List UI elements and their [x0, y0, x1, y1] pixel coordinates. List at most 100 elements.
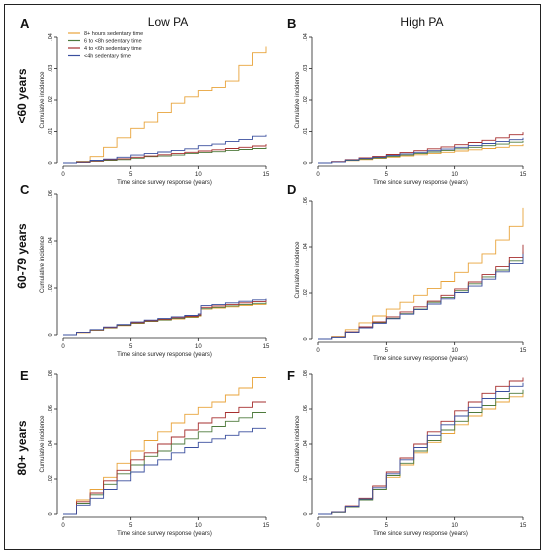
panel-f: F 0 .02 .04 .06 .08 0 5 10 15 Time since survey re… — [287, 368, 527, 537]
series-line-3 — [63, 144, 267, 164]
x-tick-label: 0 — [316, 523, 320, 529]
legend: 8+ hours sedentary time 6 to <8h sedentar… — [68, 31, 143, 60]
row-title-60-79: 60-79 years — [15, 223, 29, 289]
y-tick-label: 0 — [303, 512, 309, 515]
y-tick-label: .03 — [303, 65, 309, 73]
x-tick-label: 10 — [195, 523, 202, 529]
x-tick-label: 0 — [61, 344, 65, 350]
panel-e: E 0 .02 .04 .06 .08 0 5 10 15 Time since survey re… — [20, 368, 270, 537]
x-tick-label: 15 — [263, 172, 270, 178]
series-line-4 — [63, 298, 267, 336]
x-tick-label: 10 — [195, 344, 202, 350]
panel-b: B 0 .01 .02 .03 .04 0 5 10 15 Time since survey re… — [287, 16, 527, 186]
y-tick-label: .03 — [48, 65, 54, 73]
legend-label-2: 6 to <8h sedentary time — [84, 39, 142, 45]
x-tick-label: 0 — [316, 172, 320, 178]
y-tick-label: .02 — [48, 284, 54, 292]
panel-a: A 0 .01 .02 .03 .04 0 5 10 15 Time since survey re… — [20, 16, 270, 186]
x-axis-label: Time since survey response (years) — [117, 531, 212, 537]
y-tick-label: .01 — [48, 128, 54, 136]
panel-letter: C — [20, 182, 30, 197]
y-tick-label: .02 — [48, 96, 54, 104]
x-tick-label: 5 — [129, 344, 133, 350]
y-axis-label: Cumulative incidence — [40, 235, 46, 293]
panel-letter: E — [20, 368, 29, 383]
y-tick-label: .04 — [48, 237, 54, 245]
panels: A 0 .01 .02 .03 .04 0 5 10 15 Time since survey re… — [20, 16, 527, 537]
y-axis-label: Cumulative incidence — [295, 241, 301, 299]
y-axis-label: Cumulative incidence — [40, 415, 46, 473]
series-line-4 — [318, 382, 524, 515]
x-tick-label: 5 — [385, 523, 389, 529]
figure-frame — [4, 4, 541, 550]
column-title-low-pa: Low PA — [148, 15, 188, 29]
x-tick-label: 0 — [61, 523, 65, 529]
series-line-1 — [63, 377, 266, 515]
series-line-3 — [318, 132, 524, 164]
panel-d: D 0 .02 .04 .06 0 5 10 15 Time since survey respo… — [287, 182, 527, 362]
y-tick-label: .06 — [48, 190, 54, 198]
y-tick-label: .02 — [303, 289, 309, 297]
x-tick-label: 15 — [520, 172, 527, 178]
series-line-2 — [63, 412, 266, 515]
x-tick-label: 15 — [520, 523, 527, 529]
x-tick-label: 5 — [385, 348, 389, 354]
y-tick-label: 0 — [48, 512, 54, 515]
legend-label-1: 8+ hours sedentary time — [84, 31, 143, 37]
panel-letter: A — [20, 16, 30, 31]
series-line-4 — [318, 253, 524, 340]
x-axis-label: Time since survey response (years) — [373, 180, 468, 186]
y-tick-label: 0 — [303, 337, 309, 340]
panel-letter: D — [287, 182, 296, 197]
x-tick-label: 10 — [451, 523, 458, 529]
x-tick-label: 15 — [263, 344, 270, 350]
y-tick-label: .06 — [303, 197, 309, 205]
x-axis-label: Time since survey response (years) — [373, 531, 468, 537]
x-tick-label: 0 — [316, 348, 320, 354]
series-line-4 — [63, 134, 267, 164]
x-axis-label: Time since survey response (years) — [373, 356, 468, 362]
x-tick-label: 5 — [129, 523, 133, 529]
legend-label-4: <4h sedentary time — [84, 54, 131, 60]
x-tick-label: 0 — [61, 172, 65, 178]
y-tick-label: 0 — [48, 333, 54, 336]
series-line-4 — [318, 137, 524, 164]
y-tick-label: .02 — [303, 96, 309, 104]
x-tick-label: 10 — [451, 348, 458, 354]
y-axis-label: Cumulative incidence — [40, 71, 46, 129]
y-tick-label: .01 — [303, 128, 309, 136]
row-title-under-60: <60 years — [15, 68, 29, 123]
legend-label-3: 4 to <6h sedentary time — [84, 46, 142, 52]
series-line-1 — [318, 207, 524, 340]
panel-letter: B — [287, 16, 296, 31]
x-tick-label: 15 — [263, 523, 270, 529]
y-tick-label: .08 — [48, 370, 54, 378]
y-tick-label: .04 — [303, 440, 309, 448]
x-tick-label: 15 — [520, 348, 527, 354]
series-line-4 — [63, 427, 266, 515]
y-tick-label: .04 — [303, 243, 309, 251]
series-line-1 — [63, 46, 267, 164]
x-tick-label: 10 — [451, 172, 458, 178]
x-axis-label: Time since survey response (years) — [117, 352, 212, 358]
y-tick-label: .06 — [303, 405, 309, 413]
y-tick-label: 0 — [303, 161, 309, 164]
row-title-80-plus: 80+ years — [15, 420, 29, 475]
x-tick-label: 5 — [129, 172, 133, 178]
x-tick-label: 10 — [195, 172, 202, 178]
series-line-2 — [318, 389, 524, 515]
series-line-3 — [318, 377, 524, 515]
panel-letter: F — [287, 368, 295, 383]
y-tick-label: .08 — [303, 370, 309, 378]
y-tick-label: 0 — [48, 161, 54, 164]
y-tick-label: .04 — [48, 33, 54, 41]
series-line-3 — [318, 244, 524, 340]
x-axis-label: Time since survey response (years) — [117, 180, 212, 186]
y-tick-label: .04 — [303, 33, 309, 41]
column-title-high-pa: High PA — [400, 15, 443, 29]
series-line-3 — [63, 401, 266, 515]
panel-c: C 0 .02 .04 .06 0 5 10 15 Time since survey respo… — [20, 182, 270, 358]
y-tick-label: .06 — [48, 405, 54, 413]
